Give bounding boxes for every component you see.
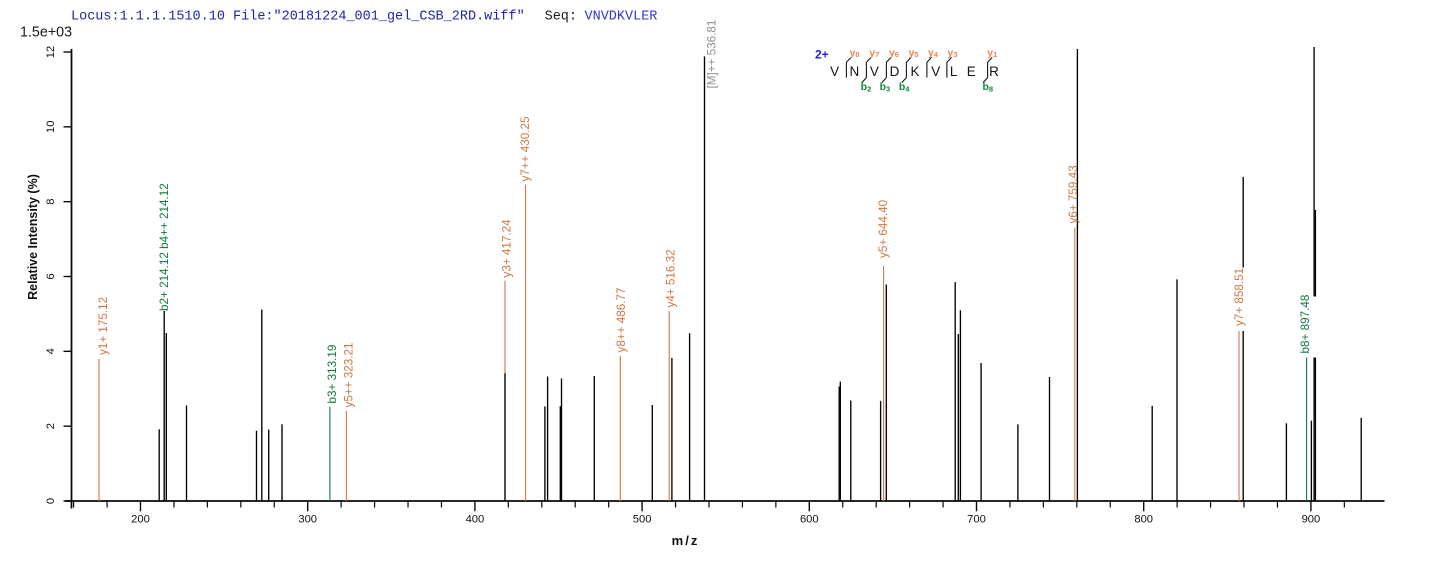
- svg-text:[M]++ 536.81: [M]++ 536.81: [706, 20, 719, 89]
- svg-text:y5++ 323.21: y5++ 323.21: [343, 343, 356, 408]
- svg-text:12: 12: [45, 46, 57, 58]
- svg-text:600: 600: [800, 514, 819, 526]
- svg-text:400: 400: [466, 514, 485, 526]
- svg-text:b3: b3: [880, 81, 891, 93]
- svg-text:VNVDKVLER: VNVDKVLER: [585, 10, 658, 25]
- svg-text:Relative Intensity (%): Relative Intensity (%): [26, 174, 40, 300]
- svg-text:10: 10: [45, 121, 57, 133]
- svg-text:y4+ 516.32: y4+ 516.32: [665, 249, 678, 307]
- svg-text:y7+ 858.51: y7+ 858.51: [1233, 268, 1246, 326]
- svg-text:y5+ 644.40: y5+ 644.40: [877, 199, 890, 258]
- svg-text:b4: b4: [899, 81, 910, 93]
- svg-text:V: V: [870, 64, 879, 79]
- svg-text:V: V: [931, 64, 940, 79]
- svg-text:D: D: [890, 64, 900, 79]
- svg-text:K: K: [910, 64, 919, 79]
- svg-text:L: L: [950, 64, 958, 79]
- svg-text:y4: y4: [928, 47, 939, 59]
- svg-text:y5: y5: [908, 47, 919, 59]
- svg-text:900: 900: [1302, 514, 1321, 526]
- svg-text:V: V: [830, 64, 839, 79]
- svg-text:y8: y8: [850, 47, 860, 59]
- svg-text:700: 700: [967, 514, 986, 526]
- svg-text:Locus:1.1.1.1510.10 File:"2018: Locus:1.1.1.1510.10 File:"20181224_001_g…: [71, 10, 525, 25]
- svg-text:800: 800: [1134, 514, 1153, 526]
- svg-text:N: N: [850, 64, 860, 79]
- svg-text:y7++ 430.25: y7++ 430.25: [519, 116, 532, 181]
- svg-text:4: 4: [45, 348, 57, 354]
- svg-text:Seq:: Seq:: [545, 10, 577, 25]
- svg-text:b3+ 313.19: b3+ 313.19: [326, 345, 339, 404]
- svg-text:y6: y6: [889, 47, 899, 59]
- svg-text:R: R: [989, 64, 999, 79]
- svg-text:1.5e+03: 1.5e+03: [20, 25, 72, 41]
- svg-text:y8++ 486.77: y8++ 486.77: [615, 288, 628, 353]
- svg-text:y1+ 175.12: y1+ 175.12: [97, 297, 110, 355]
- svg-text:y1: y1: [987, 47, 998, 59]
- svg-text:y6+ 759.43: y6+ 759.43: [1067, 165, 1080, 223]
- svg-text:b2+ 214.12 b4++ 214.12: b2+ 214.12 b4++ 214.12: [158, 183, 171, 311]
- svg-text:b8: b8: [982, 81, 993, 93]
- svg-text:200: 200: [131, 514, 150, 526]
- svg-text:2: 2: [45, 423, 57, 429]
- svg-text:E: E: [967, 64, 976, 79]
- svg-text:b8+ 897.48: b8+ 897.48: [1299, 295, 1312, 354]
- svg-text:b2: b2: [861, 81, 872, 93]
- svg-text:2+: 2+: [815, 48, 829, 62]
- svg-text:y3: y3: [947, 47, 957, 59]
- svg-text:y7: y7: [869, 47, 879, 59]
- svg-text:0: 0: [45, 498, 57, 504]
- svg-text:m/z: m/z: [672, 533, 700, 548]
- svg-text:6: 6: [45, 273, 57, 279]
- svg-text:8: 8: [45, 199, 57, 205]
- svg-text:300: 300: [298, 514, 317, 526]
- svg-text:y3+ 417.24: y3+ 417.24: [500, 219, 513, 278]
- svg-text:500: 500: [633, 514, 652, 526]
